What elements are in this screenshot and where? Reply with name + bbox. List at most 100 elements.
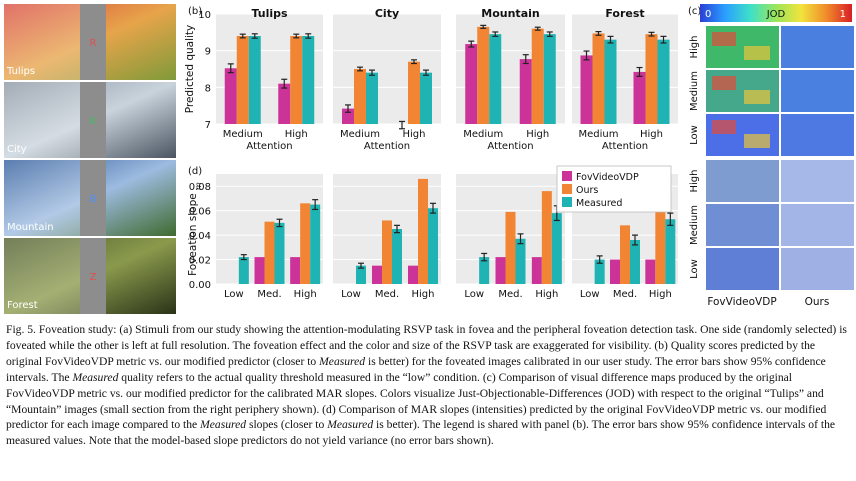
difference-map	[706, 248, 779, 290]
bar	[531, 257, 542, 284]
y-axis-label: Foveation slope m	[187, 182, 203, 276]
x-axis-label: Attention	[246, 141, 292, 152]
bar	[551, 213, 562, 284]
bar	[310, 204, 321, 284]
legend-label: FovVideoVDP	[576, 172, 639, 183]
bar	[630, 240, 640, 284]
row-label: Medium	[689, 205, 700, 245]
difference-map	[781, 248, 854, 290]
colorbar-title: JOD	[766, 9, 786, 20]
bar	[418, 178, 428, 284]
bar	[290, 36, 303, 124]
blurred-half	[4, 160, 80, 236]
difference-hotspot	[744, 90, 770, 104]
bar	[479, 257, 490, 284]
bar	[264, 221, 275, 284]
bar	[290, 257, 301, 284]
stimulus-name: Mountain	[7, 222, 54, 233]
y-axis-label: Predicted quality	[184, 25, 196, 114]
rsvp-letter: R	[90, 38, 97, 49]
bar	[604, 39, 617, 124]
stimulus-name: Forest	[7, 300, 38, 311]
caption-text: is better) for the foveated images calib…	[6, 354, 826, 384]
bar	[531, 28, 544, 125]
figure: (a)RTulipsKCityBMountainZForest(b)Predic…	[4, 4, 854, 314]
bar	[302, 36, 315, 124]
bar	[224, 68, 237, 124]
x-tick-label: Med.	[613, 289, 637, 300]
bar	[274, 222, 285, 284]
panel-d-label: (d)	[188, 166, 202, 177]
bar	[356, 265, 366, 284]
y-tick-label: 0.06	[189, 207, 211, 218]
x-axis-label: Attention	[364, 141, 410, 152]
bar	[428, 208, 438, 284]
bar	[489, 34, 502, 124]
bar	[645, 34, 658, 124]
difference-map	[781, 70, 854, 112]
facet-title: City	[375, 7, 399, 20]
facet-title: Forest	[605, 7, 644, 20]
x-tick-label: High	[535, 289, 558, 300]
legend-label: Measured	[576, 198, 622, 209]
row-label: Low	[689, 125, 700, 145]
y-tick-label: 0.08	[189, 182, 211, 193]
x-tick-label: High	[403, 129, 426, 140]
caption-emphasis: Measured	[319, 354, 366, 368]
y-tick-label: 0.02	[189, 256, 211, 267]
bar	[645, 259, 656, 284]
bar	[519, 59, 532, 124]
caption-emphasis: Measured	[327, 418, 374, 432]
legend-swatch	[562, 184, 572, 194]
x-tick-label: Medium	[340, 129, 380, 140]
bar	[392, 229, 402, 284]
x-tick-label: Low	[341, 289, 361, 300]
x-tick-label: High	[285, 129, 308, 140]
difference-hotspot	[744, 46, 770, 60]
colorbar-max-label: 1	[840, 9, 846, 20]
legend-box	[556, 165, 672, 213]
bar	[408, 265, 418, 284]
difference-map	[706, 160, 779, 202]
x-tick-label: Medium	[579, 129, 619, 140]
caption-text: is better). The legend is shared with pa…	[6, 418, 836, 448]
x-tick-label: Med.	[375, 289, 399, 300]
x-axis-label: Attention	[602, 141, 648, 152]
rsvp-letter: Z	[90, 272, 97, 283]
y-tick-label: 0.04	[189, 231, 211, 242]
row-label: High	[689, 170, 700, 193]
y-axis-label-suffix: m	[194, 182, 203, 190]
x-tick-label: Low	[464, 289, 484, 300]
difference-hotspot	[712, 32, 736, 46]
difference-map	[781, 114, 854, 156]
column-label: FovVideoVDP	[707, 296, 776, 308]
x-tick-label: High	[640, 129, 663, 140]
caption-emphasis: Measured	[72, 370, 119, 384]
facet-title: Mountain	[481, 7, 539, 20]
difference-map	[706, 204, 779, 246]
rsvp-strip	[80, 4, 106, 80]
stimulus-name: City	[7, 144, 27, 155]
y-tick-label: 8	[205, 83, 211, 94]
row-label: High	[689, 36, 700, 59]
x-tick-label: High	[526, 129, 549, 140]
colorbar-min-label: 0	[705, 9, 711, 20]
panel-c-label: (c)	[688, 6, 701, 17]
bar	[633, 71, 646, 124]
difference-hotspot	[744, 134, 770, 148]
bar	[372, 265, 382, 284]
legend-swatch	[562, 197, 572, 207]
x-tick-label: Medium	[223, 129, 263, 140]
bar	[655, 207, 666, 284]
bar	[505, 211, 516, 284]
x-tick-label: Med.	[498, 289, 522, 300]
bar	[236, 36, 249, 124]
colorbar	[700, 4, 852, 22]
difference-map	[781, 160, 854, 202]
row-label: Low	[689, 259, 700, 279]
bar	[465, 44, 478, 124]
difference-map	[781, 26, 854, 68]
caption-text: quality refers to the actual quality thr…	[6, 370, 827, 432]
bar	[300, 203, 311, 284]
rsvp-letter: K	[90, 116, 97, 127]
